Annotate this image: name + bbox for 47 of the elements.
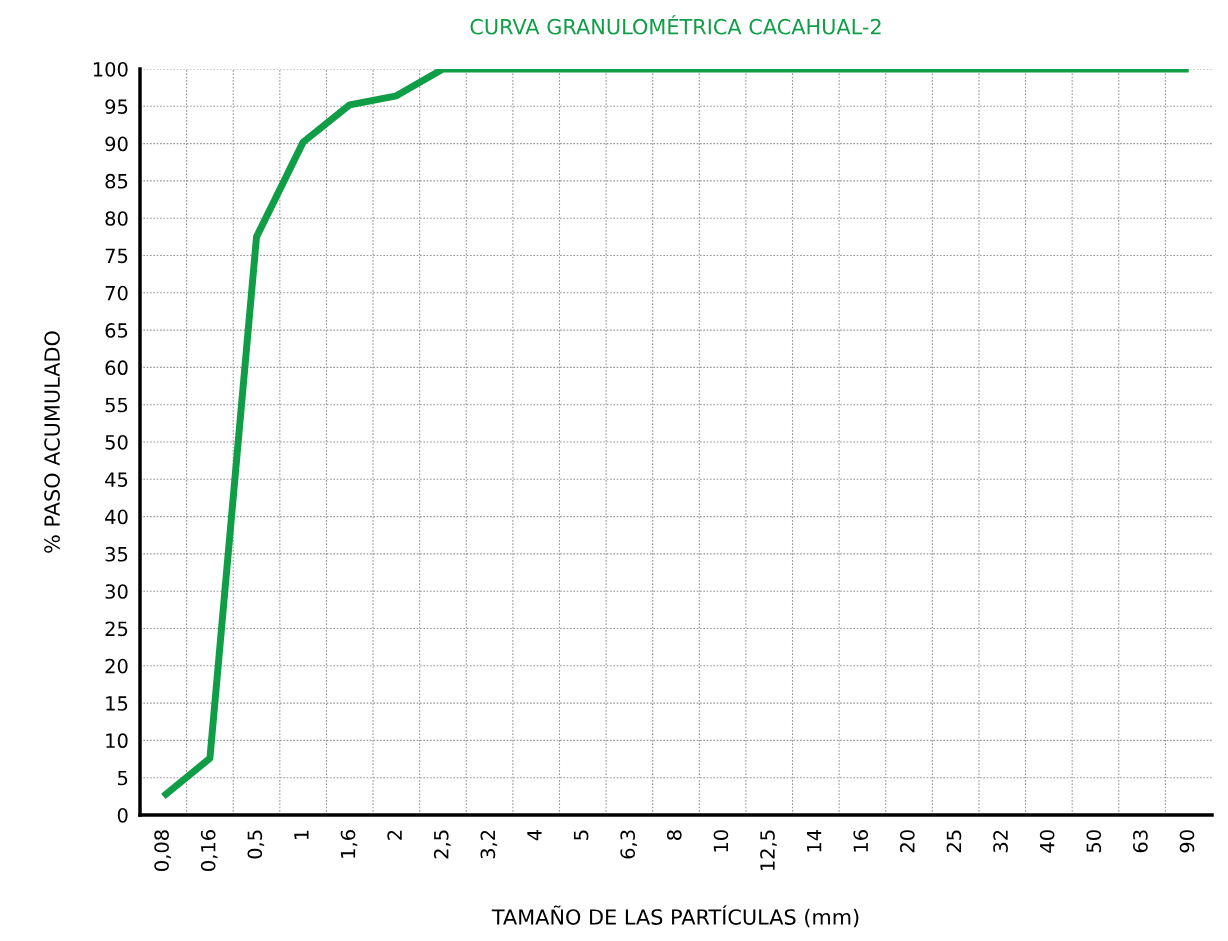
- chart-title: CURVA GRANULOMÉTRICA CACAHUAL-2: [470, 15, 881, 35]
- x-tick-label: 1,6: [340, 830, 358, 858]
- x-axis-title: TAMAÑO DE LAS PARTÍCULAS (mm): [491, 905, 859, 928]
- y-tick-label: 70: [105, 285, 128, 301]
- x-tick-label: 8: [666, 830, 682, 840]
- y-tick-label: 65: [105, 323, 128, 338]
- y-tick-label: 0: [117, 807, 128, 823]
- y-tick-label: 15: [106, 696, 128, 711]
- x-tick-label: 90: [1179, 830, 1195, 853]
- y-tick-label: 55: [105, 397, 128, 413]
- y-tick-label: 95: [105, 99, 128, 114]
- y-tick-label: 60: [105, 360, 128, 376]
- x-tick-label: 6,3: [620, 830, 638, 859]
- x-tick-label: 63: [1133, 830, 1148, 853]
- x-tick-label: 12,5: [760, 830, 777, 871]
- x-tick-label: 1: [294, 830, 309, 840]
- x-tick-label: 32: [993, 830, 1008, 853]
- x-tick-label: 2,5: [433, 830, 451, 859]
- y-tick-label: 10: [106, 733, 128, 749]
- y-tick-label: 75: [105, 248, 128, 264]
- x-tick-label: 50: [1086, 830, 1102, 853]
- y-tick-label: 45: [105, 472, 128, 487]
- x-tick-label: 10: [713, 830, 729, 852]
- y-tick-label: 40: [105, 509, 128, 525]
- x-tick-label: 0,08: [154, 830, 171, 871]
- y-tick-label: 20: [105, 658, 128, 674]
- x-tick-label: 40: [1039, 830, 1055, 853]
- y-tick-label: 100: [93, 61, 128, 77]
- y-tick-label: 5: [118, 770, 128, 786]
- x-tick-label: 20: [899, 830, 915, 853]
- y-tick-label: 50: [105, 434, 128, 450]
- y-axis-title: % PASO ACUMULADO: [44, 331, 60, 553]
- x-tick-label: 3,2: [480, 830, 498, 859]
- y-tick-label: 30: [105, 584, 128, 599]
- y-tick-label: 35: [105, 546, 128, 562]
- x-tick-label: 16: [853, 830, 869, 852]
- y-tick-label: 80: [105, 211, 128, 226]
- x-tick-label: 4: [527, 829, 542, 841]
- x-tick-label: 0,5: [247, 830, 265, 859]
- y-tick-label: 90: [105, 136, 128, 152]
- x-tick-label: 0,16: [200, 830, 218, 871]
- x-tick-label: 5: [573, 830, 589, 840]
- x-tick-label: 14: [807, 829, 822, 852]
- x-tick-label: 25: [946, 830, 962, 853]
- y-tick-label: 25: [105, 621, 128, 637]
- x-tick-label: 2: [387, 830, 402, 840]
- y-tick-label: 85: [105, 173, 128, 189]
